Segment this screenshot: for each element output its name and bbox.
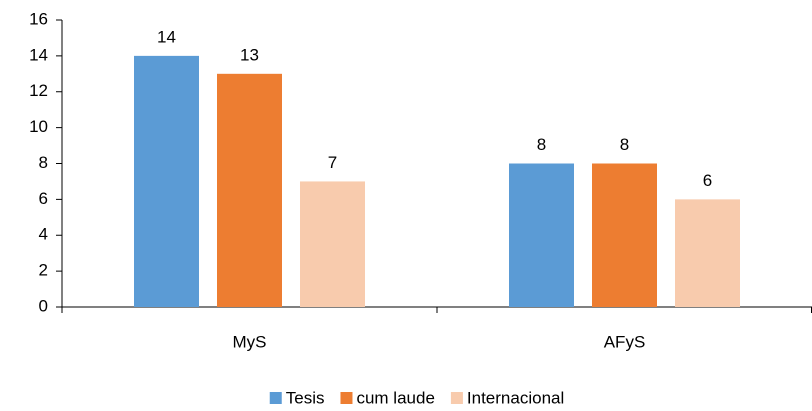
y-tick-label: 4 bbox=[39, 225, 48, 244]
data-label: 14 bbox=[157, 27, 176, 46]
y-tick-label: 14 bbox=[29, 45, 48, 64]
x-tick-label: MyS bbox=[233, 332, 267, 351]
bar bbox=[592, 163, 657, 307]
y-tick-label: 12 bbox=[29, 81, 48, 100]
legend-swatch bbox=[450, 392, 463, 404]
bar bbox=[509, 163, 574, 307]
bar bbox=[134, 55, 199, 307]
y-tick-label: 8 bbox=[39, 153, 48, 172]
data-label: 7 bbox=[328, 153, 337, 172]
x-tick-label: AFyS bbox=[604, 332, 646, 351]
legend-label: Tesis bbox=[286, 388, 325, 407]
data-label: 13 bbox=[240, 45, 259, 64]
legend-label: cum laude bbox=[356, 388, 434, 407]
bar bbox=[300, 181, 365, 307]
legend-label: Internacional bbox=[467, 388, 564, 407]
bar bbox=[675, 199, 740, 307]
y-tick-label: 2 bbox=[39, 261, 48, 280]
legend-swatch bbox=[340, 392, 353, 404]
y-tick-label: 0 bbox=[39, 296, 48, 315]
bar bbox=[217, 73, 282, 307]
y-tick-label: 10 bbox=[29, 117, 48, 136]
data-label: 8 bbox=[620, 135, 629, 154]
data-label: 6 bbox=[703, 171, 712, 190]
legend-swatch bbox=[269, 392, 282, 404]
y-tick-label: 16 bbox=[29, 9, 48, 28]
data-label: 8 bbox=[537, 135, 546, 154]
y-tick-label: 6 bbox=[39, 189, 48, 208]
